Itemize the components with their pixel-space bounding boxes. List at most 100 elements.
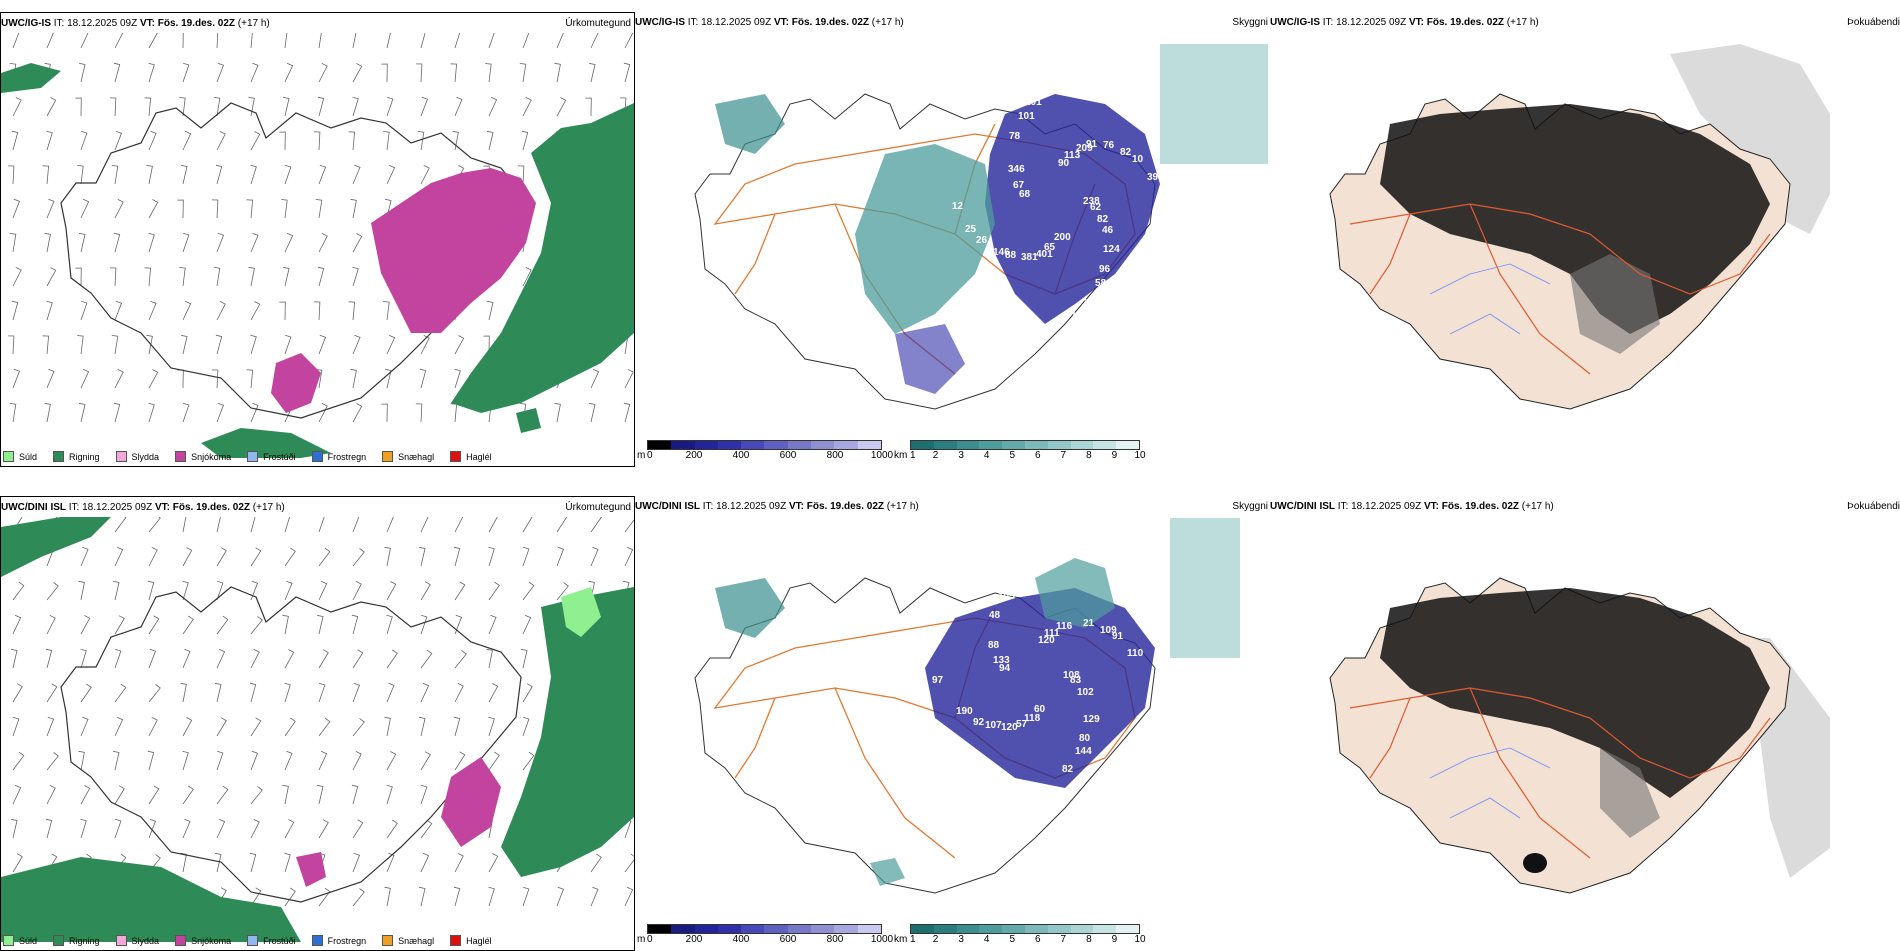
colorbar-segment — [834, 925, 858, 933]
colorbar-segment — [648, 441, 672, 449]
cloudbase-label: 238 — [1083, 196, 1100, 207]
colorbar-segment — [933, 925, 957, 933]
cloudbase-label: 116 — [1056, 621, 1073, 632]
wind-barb — [216, 547, 227, 567]
colorbar-segment — [1024, 441, 1048, 449]
wind-barb — [386, 852, 395, 873]
wind-barb — [12, 368, 21, 389]
wind-barb — [113, 62, 121, 83]
colorbar-tick: 3 — [958, 450, 964, 461]
wind-barb — [114, 130, 123, 151]
wind-barb — [182, 717, 193, 737]
wind-barb — [488, 581, 500, 601]
colorbar-tick: 8 — [1086, 450, 1092, 461]
panel-header: UWC/DINI ISL IT: 18.12.2025 09Z VT: Fös.… — [1, 502, 285, 513]
wind-barb — [46, 615, 56, 635]
colorbar-tick: 1 — [910, 934, 916, 945]
precip-map — [1, 33, 634, 458]
legend-item: Snjókoma — [175, 935, 231, 946]
wind-barb — [250, 649, 260, 669]
wind-barb — [7, 335, 15, 355]
cloudbase-label: 91 — [1086, 139, 1098, 150]
cloudbase-label: 105 — [998, 591, 1015, 602]
wind-barb — [182, 615, 194, 635]
wind-barb — [352, 682, 361, 703]
wind-barb — [114, 369, 124, 389]
cloudbase-label: 82 — [1062, 764, 1074, 775]
wind-barb — [216, 232, 225, 253]
wind-barb — [420, 852, 430, 873]
wind-barb — [216, 33, 219, 49]
precip-type-legend: Súld Rigning Slydda Snjókoma Frostúði Fr… — [3, 935, 492, 946]
wind-barb — [317, 96, 325, 117]
rain-area-east — [451, 103, 634, 413]
wind-barb — [250, 580, 259, 601]
colorbar-segment — [1070, 441, 1094, 449]
wind-barb — [114, 818, 122, 839]
wind-barb — [216, 517, 221, 533]
cloudbase-label: 88 — [988, 640, 1000, 651]
wind-barb — [318, 233, 328, 253]
wind-barb — [146, 334, 153, 355]
wind-barb — [250, 131, 261, 151]
wind-barb — [216, 301, 226, 321]
cloudbase-labels: 238 88 90 96 68 82 65 101 82 26 209 315 346 397 381 526… — [952, 80, 1164, 321]
colorbar-segment — [648, 925, 672, 933]
wind-barb — [522, 716, 530, 737]
wind-barb — [148, 648, 157, 669]
visibility-unit: km — [894, 934, 908, 945]
cloudbase-label: 82 — [1120, 147, 1132, 158]
cloud-nw — [715, 578, 785, 638]
wind-barb — [624, 369, 634, 389]
wind-barb — [420, 751, 431, 771]
wind-barb — [624, 546, 634, 567]
cloudbase-label: 46 — [1102, 225, 1114, 236]
wind-barb — [12, 33, 20, 49]
wind-barb — [9, 403, 17, 423]
wind-barb — [522, 581, 535, 601]
visibility-ticks: 1 2 3 4 5 6 7 8 9 10 — [910, 450, 1146, 462]
legend-item: Frostregn — [311, 935, 366, 946]
wind-barb — [114, 785, 125, 805]
cloudbase-label: 80 — [1079, 733, 1091, 744]
wind-barb — [44, 232, 51, 253]
cloudbase-label: 91 — [1112, 631, 1124, 642]
fog-dark-area — [1380, 104, 1770, 334]
wind-barb — [517, 165, 525, 185]
cloudbase-label: 101 — [1018, 111, 1035, 122]
wind-barb — [114, 615, 125, 635]
colorbar-tick: 200 — [685, 450, 703, 461]
colorbar-segment — [811, 925, 835, 933]
cloudbase-label: 209 — [1076, 143, 1093, 154]
wind-barb — [453, 716, 461, 737]
panel-header: UWC/IG-IS IT: 18.12.2025 09Z VT: Fös. 19… — [635, 17, 904, 28]
wind-barb — [381, 403, 388, 423]
visibility-map: 238 88 90 96 68 82 65 101 82 26 209 315 346 397 381 526… — [694, 44, 1268, 410]
precip-type-legend: Súld Rigning Slydda Snjókoma Frostúði Fr… — [3, 451, 492, 462]
wind-barb — [590, 886, 599, 907]
wind-barb — [386, 96, 394, 117]
fog-spot-south — [1523, 853, 1547, 873]
wind-barb — [487, 300, 494, 321]
wind-barb — [180, 852, 187, 873]
wind-barb — [80, 683, 92, 703]
wind-barb — [454, 614, 463, 635]
wind-barb — [113, 232, 121, 253]
colorbar-segment — [1116, 925, 1139, 933]
cloudbase-label: 200 — [1054, 232, 1071, 243]
wind-barb — [147, 750, 155, 771]
wind-barb — [385, 368, 392, 389]
legend-swatch — [115, 451, 127, 462]
wind-barb — [182, 547, 193, 567]
wind-barb — [284, 164, 292, 185]
wind-barb — [386, 751, 397, 771]
wind-barb — [216, 580, 224, 601]
wind-barb — [352, 852, 361, 873]
wind-barb — [180, 682, 187, 703]
wind-barb — [352, 403, 363, 423]
legend-swatch — [3, 451, 14, 462]
rain-area-nw — [1, 63, 61, 93]
cloudbase-label: 67 — [1013, 180, 1025, 191]
legend-item: Haglél — [450, 451, 492, 462]
wind-barb — [80, 33, 89, 49]
